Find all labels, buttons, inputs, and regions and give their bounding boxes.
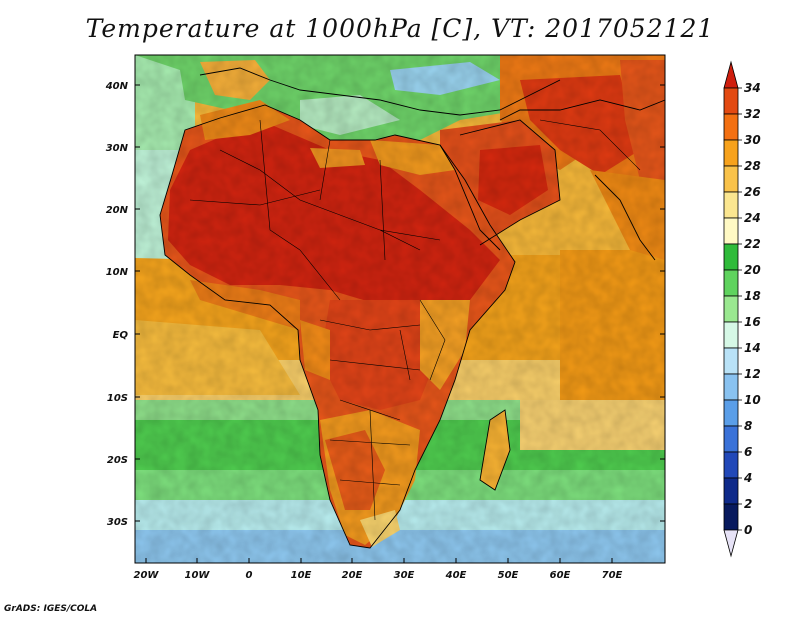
colorbar-label: 0: [744, 523, 752, 537]
lon-label: 10W: [185, 570, 211, 581]
lat-label: 10N: [106, 267, 129, 278]
lat-label: 10S: [107, 393, 128, 404]
colorbar-label: 30: [744, 133, 761, 147]
lon-label: 70E: [602, 570, 623, 581]
coastlines: [159, 67, 665, 549]
colorbar-swatch: [723, 425, 739, 453]
lon-label: 60E: [550, 570, 571, 581]
grads-credit: GrADS: IGES/COLA: [4, 604, 98, 614]
colorbar-label: 34: [744, 81, 761, 95]
colorbar-label: 14: [744, 341, 761, 355]
colorbar-label: 12: [744, 367, 761, 381]
colorbar-swatch: [723, 87, 739, 115]
colorbar-swatch: [723, 113, 739, 141]
colorbar-top-arrow: [723, 60, 739, 89]
lat-label: 30S: [107, 517, 128, 528]
colorbar-swatch: [723, 399, 739, 427]
lat-label: 20N: [106, 205, 129, 216]
lon-label: 30E: [394, 570, 415, 581]
colorbar-swatch: [723, 165, 739, 193]
colorbar-swatch: [723, 477, 739, 505]
colorbar-label: 8: [744, 419, 752, 433]
colorbar-label: 28: [744, 159, 761, 173]
colorbar-label: 16: [744, 315, 761, 329]
colorbar-label: 26: [744, 185, 761, 199]
colorbar-swatch: [723, 347, 739, 375]
lon-label: 10E: [291, 570, 312, 581]
lat-label: 40N: [105, 81, 129, 92]
lat-label: 20S: [107, 455, 128, 466]
colorbar-label: 2: [744, 497, 752, 511]
colorbar-swatch: [723, 503, 739, 531]
lon-label: 50E: [498, 570, 519, 581]
colorbar-label: 32: [744, 107, 761, 121]
colorbar-bottom-arrow: [723, 529, 739, 558]
colorbar-label: 22: [744, 237, 761, 251]
colorbar-swatch: [723, 191, 739, 219]
lon-label: 20W: [134, 570, 160, 581]
colorbar-swatch: [723, 451, 739, 479]
colorbar-swatch: [723, 269, 739, 297]
country-borders: [189, 119, 641, 521]
lat-label: EQ: [113, 330, 129, 341]
colorbar-swatch: [723, 217, 739, 245]
colorbar-label: 24: [744, 211, 761, 225]
lat-axis: 40N 30N 20N 10N EQ 10S 20S 30S: [105, 81, 665, 528]
map-frame: [134, 54, 666, 564]
colorbar-swatch: [723, 321, 739, 349]
colorbar-label: 10: [744, 393, 761, 407]
colorbar-swatch: [723, 243, 739, 271]
colorbar-swatch: [723, 139, 739, 167]
colorbar-label: 4: [743, 471, 752, 485]
lon-label: 0: [246, 570, 253, 581]
lat-label: 30N: [106, 143, 129, 154]
colorbar-label: 6: [744, 445, 752, 459]
lon-label: 40E: [445, 570, 467, 581]
lon-axis: 20W 10W 0 10E 20E 30E 40E 50E 60E 70E: [134, 558, 623, 581]
chart-title: Temperature at 1000hPa [C], VT: 20170521…: [85, 14, 715, 43]
colorbar-label: 18: [744, 289, 761, 303]
colorbar-label: 20: [744, 263, 761, 277]
colorbar-swatch: [723, 373, 739, 401]
lon-label: 20E: [342, 570, 363, 581]
map-field: [135, 55, 665, 563]
colorbar-swatch: [723, 295, 739, 323]
